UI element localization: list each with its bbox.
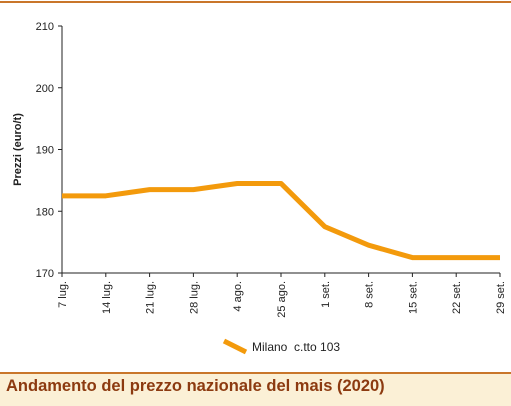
footer-band: [0, 372, 511, 406]
y-tick-label: 180: [36, 206, 54, 218]
x-tick-label: 25 ago.: [276, 281, 288, 318]
line-chart: 170 180 190 200 210 7 lug. 14 lug. 21 lug. 28 l…: [12, 21, 507, 355]
y-tick-label: 200: [36, 83, 54, 95]
y-axis-title: Prezzi (euro/t): [12, 113, 24, 186]
x-tick-label: 21 lug.: [145, 281, 157, 314]
footer-rule: [0, 372, 511, 374]
series-line: [62, 180, 500, 261]
x-tick-label: 22 set.: [451, 281, 463, 314]
x-tick-label: 14 lug.: [101, 281, 113, 314]
series-layer: [61, 180, 501, 261]
y-tick-label: 170: [36, 268, 54, 280]
x-tick-label: 1 set.: [320, 281, 332, 308]
chart-title: Andamento del prezzo nazionale del mais …: [6, 377, 385, 395]
y-tick-label: 210: [36, 21, 54, 33]
x-tick-label: 15 set.: [407, 281, 419, 314]
top-rule: [0, 1, 511, 3]
x-tick-label: 7 lug.: [57, 281, 69, 308]
x-tick-label: 8 set.: [364, 281, 376, 308]
x-tick-label: 4 ago.: [232, 281, 244, 312]
x-tick-label: 28 lug.: [188, 281, 200, 314]
legend-label: Milano c.tto 103: [252, 340, 340, 354]
x-tick-label: 29 set.: [495, 281, 507, 314]
legend-swatch: [222, 338, 248, 355]
y-tick-label: 190: [36, 145, 54, 157]
x-ticks: 7 lug. 14 lug. 21 lug. 28 lug. 4 ago. 25 ago.…: [57, 273, 507, 318]
y-ticks: 170 180 190 200 210: [36, 21, 62, 280]
legend: Milano c.tto 103: [222, 338, 340, 355]
